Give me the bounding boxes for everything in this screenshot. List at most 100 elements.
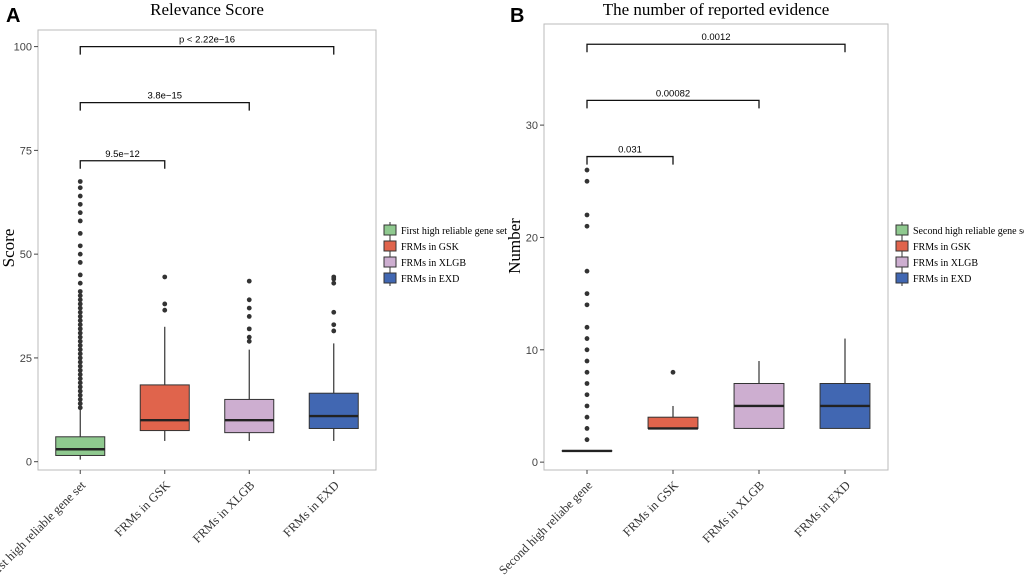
outlier-point xyxy=(78,179,83,184)
y-tick-label: 25 xyxy=(20,353,32,365)
x-tick-label: FRMs in EXD xyxy=(280,478,341,539)
x-tick-label: Second high reliabe gene xyxy=(496,478,595,577)
outlier-point xyxy=(78,389,83,394)
p-value-label: 0.0012 xyxy=(701,32,730,43)
legend-label: FRMs in GSK xyxy=(913,242,972,253)
p-value-label: 0.031 xyxy=(618,145,642,156)
outlier-point xyxy=(585,404,590,409)
outlier-point xyxy=(78,331,83,336)
legend-item: FRMs in GSK xyxy=(896,238,972,254)
significance-bracket xyxy=(587,44,845,52)
legend-item: FRMs in GSK xyxy=(384,238,460,254)
outlier-point xyxy=(585,415,590,420)
legend-key xyxy=(896,225,908,235)
outlier-point xyxy=(78,351,83,356)
outlier-point xyxy=(78,385,83,390)
x-tick-label: FRMs in GSK xyxy=(112,478,173,539)
outlier-point xyxy=(78,397,83,402)
x-tick-label: FRMs in GSK xyxy=(620,478,681,539)
y-tick-label: 75 xyxy=(20,145,32,157)
outlier-point xyxy=(78,293,83,298)
outlier-point xyxy=(78,289,83,294)
outlier-point xyxy=(162,275,167,280)
outlier-point xyxy=(671,370,676,375)
outlier-point xyxy=(247,306,252,311)
legend-key xyxy=(896,241,908,251)
legend-key xyxy=(384,273,396,283)
x-tick-label: FRMs in EXD xyxy=(792,478,853,539)
x-tick-label: FRMs in XLGB xyxy=(190,478,257,545)
outlier-point xyxy=(78,273,83,278)
outlier-point xyxy=(331,281,336,286)
significance-bracket xyxy=(80,103,249,111)
outlier-point xyxy=(247,326,252,331)
y-tick-label: 10 xyxy=(526,345,538,357)
outlier-point xyxy=(78,364,83,369)
legend-key xyxy=(384,241,396,251)
panel-label: B xyxy=(510,5,524,27)
outlier-point xyxy=(585,213,590,218)
legend-label: FRMs in EXD xyxy=(913,274,971,285)
legend-label: FRMs in XLGB xyxy=(401,258,466,269)
outlier-point xyxy=(162,308,167,313)
chart-title: Relevance Score xyxy=(150,0,264,19)
legend-item: FRMs in XLGB xyxy=(896,254,978,270)
outlier-point xyxy=(585,347,590,352)
outlier-point xyxy=(331,329,336,334)
outlier-point xyxy=(78,405,83,410)
outlier-point xyxy=(331,310,336,315)
outlier-point xyxy=(585,224,590,229)
box-2 xyxy=(648,370,698,429)
outlier-point xyxy=(585,381,590,386)
y-tick-label: 0 xyxy=(532,457,538,469)
outlier-point xyxy=(78,310,83,315)
legend-item: FRMs in EXD xyxy=(896,270,971,286)
outlier-point xyxy=(78,243,83,248)
box-body xyxy=(140,385,189,431)
legend-key xyxy=(896,257,908,267)
panel-a: A Relevance Score Score 0 25 50 75 100 9.5e−12 3.… xyxy=(0,0,507,582)
box-4 xyxy=(309,275,358,441)
y-tick-label: 30 xyxy=(526,120,538,132)
outlier-point xyxy=(585,392,590,397)
box-body xyxy=(56,437,105,456)
legend-key xyxy=(384,225,396,235)
x-tick-label: FRMs in XLGB xyxy=(700,478,767,545)
outlier-point xyxy=(78,219,83,224)
outlier-point xyxy=(247,335,252,340)
outlier-point xyxy=(247,297,252,302)
outlier-point xyxy=(331,322,336,327)
box-2 xyxy=(140,275,189,441)
outlier-point xyxy=(78,393,83,398)
outlier-point xyxy=(585,269,590,274)
outlier-point xyxy=(78,252,83,257)
significance-bracket xyxy=(587,157,673,165)
outlier-point xyxy=(585,437,590,442)
box-4 xyxy=(820,339,870,429)
outlier-point xyxy=(78,360,83,365)
panel-b: B The number of reported evidence Number 0 1… xyxy=(496,0,1024,577)
outlier-point xyxy=(78,322,83,327)
outlier-point xyxy=(78,401,83,406)
outlier-point xyxy=(585,179,590,184)
outlier-point xyxy=(585,370,590,375)
significance-bracket xyxy=(587,100,759,108)
legend-label: FRMs in XLGB xyxy=(913,258,978,269)
outlier-point xyxy=(78,318,83,323)
outlier-point xyxy=(78,368,83,373)
outlier-point xyxy=(585,168,590,173)
outlier-point xyxy=(78,260,83,265)
y-tick-label: 0 xyxy=(26,457,32,469)
x-tick-label: First high reliable gene set xyxy=(0,478,89,582)
p-value-label: 0.00082 xyxy=(656,88,690,99)
box-body xyxy=(648,417,698,428)
outlier-point xyxy=(247,279,252,284)
box-1 xyxy=(56,179,105,460)
outlier-point xyxy=(585,325,590,330)
legend-item: Second high reliable gene set xyxy=(896,222,1024,238)
outlier-point xyxy=(78,281,83,286)
outlier-point xyxy=(78,314,83,319)
box-3 xyxy=(734,361,784,428)
outlier-point xyxy=(78,185,83,190)
legend-item: FRMs in EXD xyxy=(384,270,459,286)
